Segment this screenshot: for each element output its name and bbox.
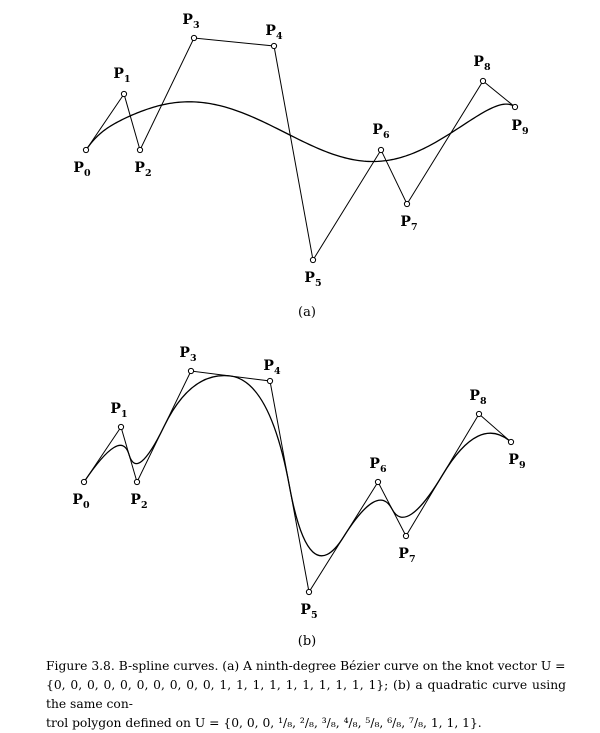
control-point-label: P5 [300,602,317,621]
control-point-label: P7 [400,214,417,233]
control-point-marker [266,377,274,385]
panel-b-label: (b) [298,634,316,649]
control-point-label: P0 [72,492,90,511]
panel-a: P0 P1 P2 P3 P4 P5 P6 P7 P8 P9 [73,12,529,289]
control-point-label: P6 [372,122,390,141]
control-point-marker [511,103,519,111]
control-point-label: P0 [73,160,91,179]
control-point-label: P2 [130,492,147,511]
control-point-marker [403,200,411,208]
control-point-marker [479,77,487,85]
control-point-marker [82,146,90,154]
control-point-label: P1 [113,66,130,85]
control-point-marker [136,146,144,154]
caption-line-1: Figure 3.8. B-spline curves. (a) A ninth… [46,659,566,673]
control-point-marker [133,478,141,486]
control-point-marker [120,90,128,98]
panel-a-label: (a) [298,305,316,320]
control-point-label: P8 [469,388,487,407]
control-point-label: P4 [265,23,283,42]
control-point-label: P9 [508,452,526,471]
control-point-label: P5 [304,270,321,289]
control-point-label: P7 [398,546,415,565]
control-point-label: P3 [179,345,196,364]
control-point-marker [305,588,313,596]
spline-curve [83,374,512,557]
control-point-marker [80,478,88,486]
control-point-marker [374,478,382,486]
control-point-label: P9 [511,118,529,137]
caption-line-3: trol polygon defined on U = {0, 0, 0, ¹/… [46,716,482,730]
panel-b: P0 P1 P2 P3 P4 P5 P6 P7 P8 P9 [72,345,526,621]
control-point-label: P8 [473,54,491,73]
control-point-label: P1 [110,401,127,420]
control-point-label: P2 [134,160,151,179]
control-point-marker [402,532,410,540]
control-point-marker [377,146,385,154]
control-polygon [85,37,516,262]
control-point-marker [187,367,195,375]
control-polygon [83,370,512,594]
caption-line-2: {0, 0, 0, 0, 0, 0, 0, 0, 0, 0, 1, 1, 1, … [46,678,566,711]
control-point-marker [475,410,483,418]
control-point-label: P4 [263,358,281,377]
control-point-label: P3 [182,12,199,31]
control-point-label: P6 [369,456,387,475]
figure-caption: Figure 3.8. B-spline curves. (a) A ninth… [46,657,566,733]
control-point-marker [190,34,198,42]
spline-curve [85,101,516,163]
control-point-marker [270,42,278,50]
control-point-marker [507,438,515,446]
control-point-marker [309,256,317,264]
control-point-marker [117,423,125,431]
